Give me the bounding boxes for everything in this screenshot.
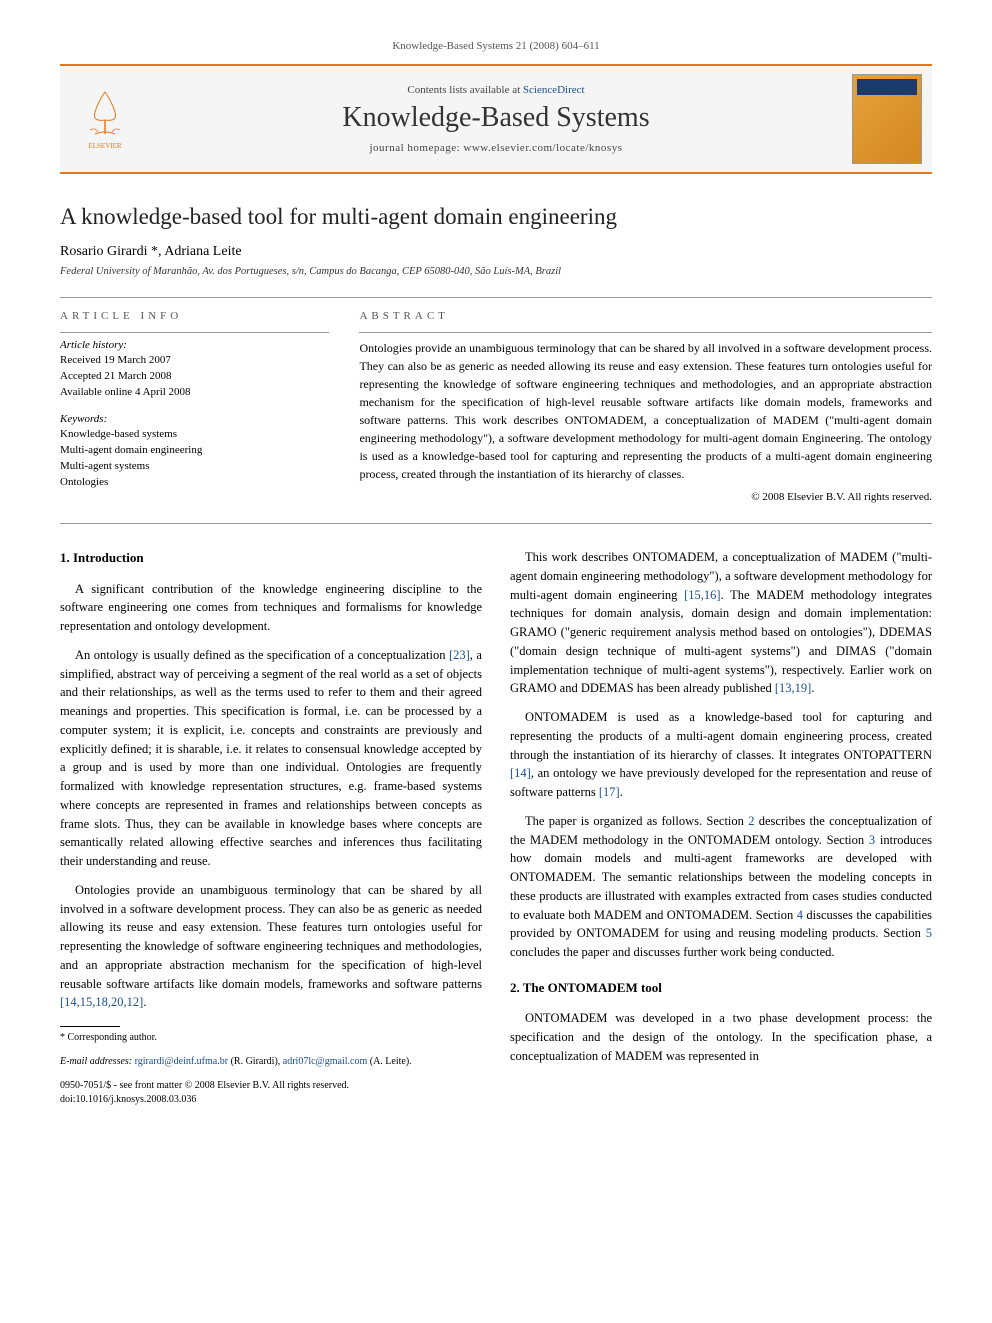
keyword: Multi-agent systems xyxy=(60,459,329,475)
paragraph: An ontology is usually defined as the sp… xyxy=(60,646,482,871)
accepted-date: Accepted 21 March 2008 xyxy=(60,369,329,385)
front-matter-line: 0950-7051/$ - see front matter © 2008 El… xyxy=(60,1079,482,1093)
publisher-logo-box: ELSEVIER xyxy=(60,82,150,156)
text-run: ONTOMADEM is used as a knowledge-based t… xyxy=(510,710,932,762)
section-heading-2: 2. The ONTOMADEM tool xyxy=(510,978,932,998)
text-run: (R. Girardi), xyxy=(228,1056,283,1067)
citation-link[interactable]: [15,16] xyxy=(684,588,720,602)
received-date: Received 19 March 2007 xyxy=(60,353,329,369)
corresponding-author-note: * Corresponding author. xyxy=(60,1031,482,1045)
journal-reference: Knowledge-Based Systems 21 (2008) 604–61… xyxy=(60,40,932,52)
contents-prefix: Contents lists available at xyxy=(407,84,522,96)
citation-link[interactable]: [13,19] xyxy=(775,681,811,695)
text-run: An ontology is usually defined as the sp… xyxy=(75,648,449,662)
keyword: Multi-agent domain engineering xyxy=(60,443,329,459)
text-run: . xyxy=(143,995,146,1009)
paragraph: ONTOMADEM is used as a knowledge-based t… xyxy=(510,708,932,802)
divider xyxy=(60,297,932,298)
article-info-column: ARTICLE INFO Article history: Received 1… xyxy=(60,310,329,503)
text-run: The paper is organized as follows. Secti… xyxy=(525,814,748,828)
contents-available: Contents lists available at ScienceDirec… xyxy=(150,84,842,96)
paragraph: ONTOMADEM was developed in a two phase d… xyxy=(510,1009,932,1065)
abstract-label: ABSTRACT xyxy=(359,310,932,322)
paragraph: A significant contribution of the knowle… xyxy=(60,580,482,636)
keyword: Ontologies xyxy=(60,475,329,491)
text-run: . xyxy=(620,785,623,799)
emails-label: E-mail addresses: xyxy=(60,1056,135,1067)
email-footnote: E-mail addresses: rgirardi@deinf.ufma.br… xyxy=(60,1055,482,1069)
sciencedirect-link[interactable]: ScienceDirect xyxy=(523,84,585,96)
text-run: . xyxy=(811,681,814,695)
divider xyxy=(60,523,932,524)
keyword: Knowledge-based systems xyxy=(60,427,329,443)
cover-thumbnail-box xyxy=(842,74,932,164)
text-run: Ontologies provide an unambiguous termin… xyxy=(60,883,482,991)
article-info-label: ARTICLE INFO xyxy=(60,310,329,322)
text-run: (A. Leite). xyxy=(367,1056,411,1067)
article-title: A knowledge-based tool for multi-agent d… xyxy=(60,204,932,230)
text-run: . The MADEM methodology integrates techn… xyxy=(510,588,932,696)
author-email-link[interactable]: adri07lc@gmail.com xyxy=(283,1056,367,1067)
doi-block: 0950-7051/$ - see front matter © 2008 El… xyxy=(60,1079,482,1107)
authors: Rosario Girardi *, Adriana Leite xyxy=(60,244,932,260)
homepage-prefix: journal homepage: xyxy=(369,142,463,154)
author-email-link[interactable]: rgirardi@deinf.ufma.br xyxy=(135,1056,228,1067)
online-date: Available online 4 April 2008 xyxy=(60,385,329,401)
abstract-column: ABSTRACT Ontologies provide an unambiguo… xyxy=(359,310,932,503)
citation-link[interactable]: [14,15,18,20,12] xyxy=(60,995,143,1009)
doi-line: doi:10.1016/j.knosys.2008.03.036 xyxy=(60,1093,482,1107)
paragraph: Ontologies provide an unambiguous termin… xyxy=(60,881,482,1012)
journal-cover-icon xyxy=(852,74,922,164)
journal-homepage: journal homepage: www.elsevier.com/locat… xyxy=(150,142,842,154)
publisher-name: ELSEVIER xyxy=(88,142,121,150)
footnote-separator xyxy=(60,1026,120,1027)
text-run: , a simplified, abstract way of perceivi… xyxy=(60,648,482,868)
journal-title: Knowledge-Based Systems xyxy=(150,102,842,134)
citation-link[interactable]: [17] xyxy=(599,785,620,799)
abstract-text: Ontologies provide an unambiguous termin… xyxy=(359,339,932,483)
section-heading-intro: 1. Introduction xyxy=(60,548,482,568)
keywords-head: Keywords: xyxy=(60,413,329,425)
history-head: Article history: xyxy=(60,339,329,351)
paragraph: The paper is organized as follows. Secti… xyxy=(510,812,932,962)
paragraph: This work describes ONTOMADEM, a concept… xyxy=(510,548,932,698)
abstract-copyright: © 2008 Elsevier B.V. All rights reserved… xyxy=(359,491,932,503)
elsevier-tree-icon: ELSEVIER xyxy=(70,82,140,152)
text-run: , an ontology we have previously develop… xyxy=(510,766,932,799)
homepage-url[interactable]: www.elsevier.com/locate/knosys xyxy=(463,142,622,154)
citation-link[interactable]: [14] xyxy=(510,766,531,780)
journal-banner: ELSEVIER Contents lists available at Sci… xyxy=(60,64,932,174)
affiliation: Federal University of Maranhão, Av. dos … xyxy=(60,266,932,277)
citation-link[interactable]: [23] xyxy=(449,648,470,662)
text-run: concludes the paper and discusses furthe… xyxy=(510,945,835,959)
section-ref-link[interactable]: 5 xyxy=(926,926,932,940)
body-text: 1. Introduction A significant contributi… xyxy=(60,548,932,1107)
